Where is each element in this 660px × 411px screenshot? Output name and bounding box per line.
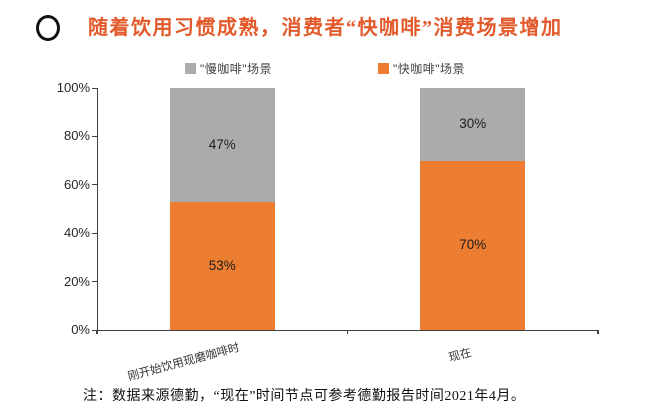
bar-value-label: 53% [208, 257, 236, 273]
x-axis-label-category-2: 现在 [447, 346, 473, 365]
bar-value-label: 70% [459, 237, 487, 253]
bar-value-label: 30% [459, 116, 487, 132]
legend-swatch-fast-coffee [378, 63, 389, 74]
legend-item-slow-coffee: "慢咖啡"场景 [185, 60, 272, 77]
y-axis-tick-label: 20% [63, 273, 90, 289]
y-axis-tick [92, 87, 97, 89]
source-footnote: 注：数据来源德勤，“现在”时间节点可参考德勤报告时间2021年4月。 [83, 389, 526, 404]
x-axis-tick [96, 330, 98, 334]
bar-segment [169, 201, 275, 330]
x-axis-label-category-1: 刚开始饮用现磨咖啡时 [126, 341, 241, 384]
bar-segment [420, 88, 526, 161]
legend-item-fast-coffee: "快咖啡"场景 [378, 60, 465, 77]
y-axis-tick [92, 135, 97, 137]
y-axis-tick-label: 40% [63, 225, 90, 241]
bar-value-label: 47% [208, 136, 236, 152]
y-axis-tick [92, 329, 97, 331]
y-axis-tick [92, 232, 97, 234]
chart-title: 随着饮用习惯成熟，消费者“快咖啡”消费场景增加 [88, 17, 563, 39]
y-axis-tick-label: 80% [63, 128, 90, 144]
x-axis-tick [597, 330, 599, 334]
bar-segment [420, 160, 526, 330]
y-axis-tick-label: 0% [71, 322, 90, 337]
y-axis-tick [92, 281, 97, 283]
bullet-circle-icon [36, 15, 60, 41]
y-axis-tick [92, 184, 97, 186]
legend-label-fast-coffee: "快咖啡"场景 [393, 62, 466, 76]
legend-swatch-slow-coffee [185, 63, 196, 74]
y-axis-tick-label: 100% [56, 80, 90, 95]
legend-label-slow-coffee: "慢咖啡"场景 [200, 62, 273, 76]
bar-segment [169, 88, 275, 202]
y-axis-tick-label: 60% [63, 176, 90, 192]
x-axis-tick [346, 330, 349, 334]
